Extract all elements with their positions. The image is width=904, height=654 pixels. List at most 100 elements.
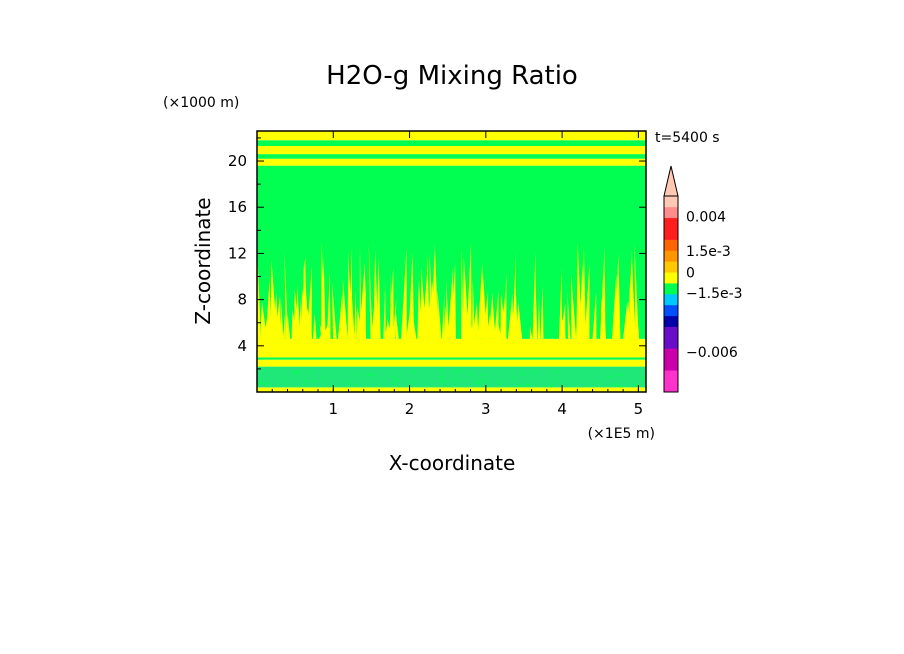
texture-mark [636, 382, 638, 385]
colorbar-segment [664, 217, 678, 229]
texture-mark [411, 381, 415, 383]
plume-streak [631, 250, 636, 339]
texture-mark [456, 369, 461, 372]
plume-streak [351, 286, 355, 339]
plume-streak [331, 282, 337, 339]
texture-mark [532, 371, 536, 374]
texture-mark [551, 384, 554, 386]
colorbar-label: −0.006 [686, 345, 738, 361]
plume-streak [529, 326, 533, 339]
plume-streak [472, 278, 475, 339]
texture-mark [283, 378, 286, 380]
colorbar-segment [664, 348, 678, 360]
band-7 [257, 154, 646, 159]
plume-streak [261, 300, 268, 339]
plume-streak [482, 270, 488, 339]
plume-streak [386, 318, 392, 339]
band-4 [257, 338, 646, 358]
texture-mark [455, 378, 459, 381]
colorbar-segment [664, 381, 678, 393]
y-axis-title: Z-coordinate [191, 197, 215, 324]
colorbar-segment [664, 196, 678, 208]
colorbar-label: 0 [686, 265, 695, 281]
texture-mark [607, 375, 611, 378]
texture-mark [439, 380, 444, 383]
plume-streak [395, 305, 399, 339]
x-tick-label: 1 [329, 400, 339, 418]
plume-streak [509, 326, 513, 339]
plume-streak [560, 303, 566, 339]
colorbar-extend-arrow [663, 165, 679, 197]
texture-mark [482, 379, 487, 382]
texture-mark [482, 374, 485, 376]
plume-streak [571, 274, 577, 339]
texture-mark [596, 382, 599, 384]
plume-streak [300, 255, 307, 339]
plume-streak [612, 274, 618, 339]
x-tick-label: 5 [634, 400, 644, 418]
texture-mark [525, 383, 530, 386]
texture-mark [262, 371, 264, 374]
colorbar-segment [664, 272, 678, 284]
texture-mark [260, 378, 263, 381]
plume-streak [376, 257, 381, 339]
plume-streak [402, 319, 408, 339]
texture-mark [308, 371, 312, 373]
texture-mark [305, 384, 307, 386]
colorbar-label: 0.004 [686, 210, 726, 226]
plume-streak [326, 271, 331, 339]
colorbar-label: −1.5e-3 [686, 286, 743, 302]
texture-mark [519, 385, 523, 387]
band-10 [257, 131, 646, 141]
texture-mark [303, 380, 306, 382]
colorbar-segment [664, 206, 678, 219]
texture-mark [348, 381, 351, 384]
plume-streak [408, 252, 415, 339]
colorbar-segment [664, 261, 678, 273]
plume-streak [280, 296, 284, 339]
texture-mark [554, 379, 556, 382]
y-tick-label: 8 [237, 291, 247, 309]
plume-streak [463, 303, 468, 339]
plume-streak [443, 305, 448, 339]
texture-mark [468, 373, 472, 376]
texture-mark [324, 377, 327, 379]
plume-streak [383, 283, 386, 339]
y-tick-label: 16 [228, 198, 247, 216]
plume-streak [461, 246, 464, 339]
colorbar-segment [664, 294, 678, 306]
plume-streak [284, 252, 289, 339]
plume-streak [623, 301, 630, 339]
texture-mark [446, 381, 448, 383]
texture-mark [550, 385, 553, 388]
colorbar-frame [663, 195, 679, 393]
colorbar-label: 1.5e-3 [686, 244, 731, 260]
plume-streak [451, 262, 456, 339]
plume-streak [532, 252, 537, 339]
plume-streak [537, 299, 541, 339]
chart-title: H2O-g Mixing Ratio [326, 61, 578, 91]
plume-streak [429, 253, 435, 339]
plume-streak [540, 285, 544, 339]
colorbar-segment [664, 304, 678, 317]
colorbar-segment [664, 228, 678, 240]
x-tick-label: 3 [481, 400, 491, 418]
plume-streak [567, 292, 571, 339]
band-1 [257, 366, 646, 388]
colorbar-segment [664, 239, 678, 251]
plume-streak [624, 327, 629, 339]
plume-streak [359, 245, 362, 339]
plume-streak [446, 279, 450, 339]
texture-mark [499, 381, 502, 384]
y-axis: 4 8 12 16 20 [228, 137, 646, 370]
plume-streak [371, 294, 378, 339]
y-tick-label: 20 [228, 152, 247, 170]
y-tick-label: 12 [228, 244, 247, 262]
texture-mark [369, 374, 373, 377]
texture-mark [267, 382, 270, 384]
plume-streak [503, 271, 507, 339]
texture-mark [295, 372, 297, 375]
plume-streak [313, 313, 317, 339]
plume-streak [337, 293, 344, 339]
plume-streak [634, 243, 639, 339]
